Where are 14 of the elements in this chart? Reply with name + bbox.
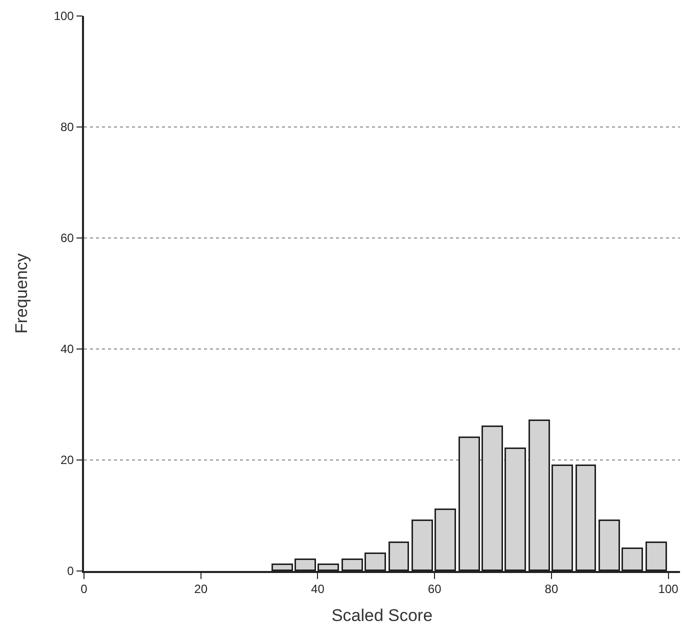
x-tick-label: 60 — [428, 582, 442, 596]
y-axis-title: Frequency — [12, 252, 31, 334]
x-tick-label: 40 — [311, 582, 325, 596]
y-tick-label: 100 — [54, 9, 74, 24]
x-tick-label: 80 — [544, 582, 558, 596]
x-tick-label: 20 — [194, 582, 208, 596]
y-tick-label: 40 — [60, 342, 74, 356]
x-tick-label: 100 — [658, 582, 679, 596]
y-tick-label: 80 — [60, 120, 74, 134]
x-tick-label: 0 — [80, 582, 88, 596]
y-tick-label: 60 — [60, 231, 74, 246]
y-tick-label: 0 — [67, 564, 74, 578]
y-tick-label: 20 — [60, 453, 74, 468]
x-axis-title: Scaled Score — [331, 606, 433, 626]
